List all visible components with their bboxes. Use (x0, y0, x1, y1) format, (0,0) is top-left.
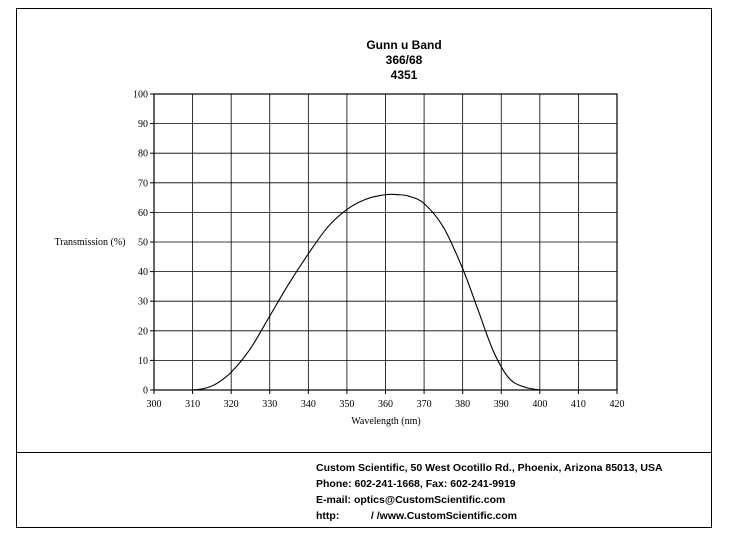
x-tick-label: 360 (378, 399, 393, 410)
address-line: Custom Scientific, 50 West Ocotillo Rd.,… (316, 462, 663, 474)
data-point (492, 350, 495, 353)
x-tick-label: 320 (224, 399, 239, 410)
y-tick-label: 30 (138, 297, 148, 308)
data-point (539, 389, 541, 391)
data-point (462, 268, 464, 270)
footer-divider (16, 452, 712, 453)
contact-block: Custom Scientific, 50 West Ocotillo Rd.,… (316, 460, 716, 524)
chart-title-line-3: 4351 (391, 68, 418, 82)
data-point (307, 253, 309, 255)
data-point (365, 198, 367, 200)
y-tick-label: 50 (138, 238, 148, 249)
x-tick-label: 350 (339, 399, 354, 410)
y-tick-label: 70 (138, 178, 148, 189)
y-axis-label: Transmission (%) (54, 237, 125, 248)
y-tick-label: 0 (143, 386, 148, 397)
data-point (269, 315, 271, 317)
transmission-curve (192, 193, 540, 391)
chart-title: Gunn u Band 366/68 4351 (366, 38, 441, 82)
data-point (191, 389, 194, 391)
x-tick-label: 390 (494, 399, 509, 410)
data-point (423, 202, 425, 205)
data-point (396, 194, 398, 196)
y-tick-label: 90 (138, 119, 148, 130)
x-tick-labels: 300 310 320 330 340 350 360 370 380 390 400 410 420 (147, 399, 625, 410)
email-address: optics@CustomScientific.com (353, 494, 506, 506)
y-tick-label: 80 (138, 149, 148, 160)
x-tick-label: 380 (455, 399, 470, 410)
y-tick-label: 20 (138, 326, 148, 337)
plot-frame (150, 93, 618, 394)
data-point (508, 377, 510, 379)
y-tick-labels: 0 10 20 30 40 50 60 70 80 90 100 (133, 90, 148, 397)
chart-title-line-1: Gunn u Band (366, 38, 441, 52)
y-tick-label: 100 (133, 90, 148, 101)
data-point (477, 309, 479, 311)
website-line: http: / /www.CustomScientific.com (316, 508, 716, 524)
phone-fax-line: Phone: 602-241-1668, Fax: 602-241-9919 (316, 478, 516, 490)
data-point (442, 226, 444, 228)
website-url: / /www.CustomScientific.com (370, 510, 517, 522)
x-axis-label: Wavelength (nm) (351, 416, 420, 427)
data-point (249, 347, 252, 350)
data-point (523, 386, 526, 388)
data-point (230, 371, 232, 373)
y-tick-label: 40 (138, 267, 148, 278)
data-point (408, 195, 410, 197)
x-tick-label: 300 (147, 399, 162, 410)
x-tick-label: 310 (185, 399, 200, 410)
data-point (203, 387, 205, 390)
data-point (327, 226, 329, 228)
series (191, 193, 541, 391)
email-line: E-mail: optics@CustomScientific.com (316, 492, 716, 508)
grid (154, 94, 617, 390)
data-point (346, 208, 348, 211)
x-tick-label: 370 (417, 399, 432, 410)
transmission-chart: Gunn u Band 366/68 4351 300 310 320 330 340 3… (54, 38, 625, 427)
http-label: http: (316, 510, 340, 522)
x-tick-label: 330 (262, 399, 277, 410)
chart-title-line-2: 366/68 (386, 53, 423, 67)
x-tick-label: 340 (301, 399, 316, 410)
x-tick-label: 400 (532, 399, 547, 410)
data-point (384, 194, 387, 196)
x-tick-label: 410 (571, 399, 586, 410)
x-tick-label: 420 (610, 399, 625, 410)
y-tick-label: 10 (138, 356, 148, 367)
data-point (215, 383, 217, 385)
email-label: E-mail: (316, 494, 352, 506)
data-point (288, 282, 290, 285)
datasheet-frame (16, 8, 712, 528)
plot-border (153, 93, 618, 391)
y-tick-label: 60 (138, 208, 148, 219)
